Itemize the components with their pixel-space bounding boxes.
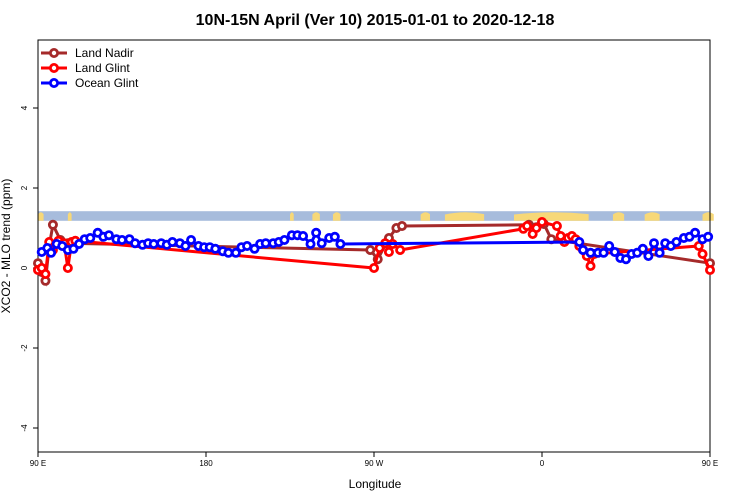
data-point: [103, 230, 114, 241]
data-point: [305, 238, 316, 249]
data-point: [551, 220, 562, 231]
data-point: [117, 234, 128, 245]
data-point: [85, 232, 96, 243]
data-point: [311, 227, 322, 238]
data-point: [62, 262, 73, 273]
data-point: [531, 222, 542, 233]
data-point: [703, 231, 714, 242]
data-point: [298, 230, 309, 241]
data-point: [649, 238, 660, 249]
data-point: [383, 246, 394, 257]
data-point: [365, 244, 376, 255]
data-point: [186, 234, 197, 245]
data-point: [537, 216, 548, 227]
data-point: [395, 244, 406, 255]
data-point: [637, 243, 648, 254]
land-band-strip: [38, 211, 710, 221]
x-tick-label: 90 E: [702, 459, 718, 468]
x-tick-label: 0: [540, 459, 545, 468]
y-tick-label: 4: [20, 105, 29, 110]
data-point: [705, 264, 716, 275]
series-layer: [33, 216, 716, 287]
data-point: [522, 220, 533, 231]
data-point: [316, 238, 327, 249]
data-point: [598, 247, 609, 258]
land-band: [38, 211, 714, 221]
data-point: [279, 234, 290, 245]
legend-label: Land Nadir: [75, 46, 134, 60]
x-tick-label: 90 E: [30, 459, 46, 468]
data-point: [167, 236, 178, 247]
x-axis-label: Longitude: [349, 477, 402, 491]
series-ocean-glint: [36, 227, 714, 265]
legend-label: Land Glint: [75, 61, 130, 75]
y-tick-label: 2: [20, 185, 29, 190]
data-point: [621, 254, 632, 265]
data-point: [47, 219, 58, 230]
legend-label: Ocean Glint: [75, 76, 139, 90]
legend-marker: [49, 63, 60, 74]
chart-title: 10N-15N April (Ver 10) 2015-01-01 to 202…: [196, 12, 555, 29]
data-point: [230, 247, 241, 258]
data-point: [368, 262, 379, 273]
data-point: [671, 236, 682, 247]
data-point: [148, 238, 159, 249]
x-tick-label: 180: [199, 459, 213, 468]
data-point: [40, 268, 51, 279]
y-tick-label: -2: [20, 344, 29, 352]
data-point: [574, 236, 585, 247]
data-point: [329, 231, 340, 242]
x-tick-label: 90 W: [365, 459, 384, 468]
data-point: [46, 247, 57, 258]
data-point: [690, 227, 701, 238]
data-point: [609, 246, 620, 257]
data-point: [654, 247, 665, 258]
data-point: [697, 248, 708, 259]
data-point: [335, 238, 346, 249]
x-axis: 90 E 180 90 W 0 90 E: [30, 452, 718, 468]
y-axis-label: XCO2 - MLO trend (ppm): [0, 179, 13, 314]
y-tick-label: 0: [20, 265, 29, 270]
data-point: [604, 240, 615, 251]
data-point: [130, 238, 141, 249]
data-point: [643, 250, 654, 261]
data-point: [585, 260, 596, 271]
data-point: [396, 220, 407, 231]
legend-marker: [49, 78, 60, 89]
data-point: [180, 240, 191, 251]
y-tick-label: -4: [20, 424, 29, 432]
legend-marker: [49, 48, 60, 59]
